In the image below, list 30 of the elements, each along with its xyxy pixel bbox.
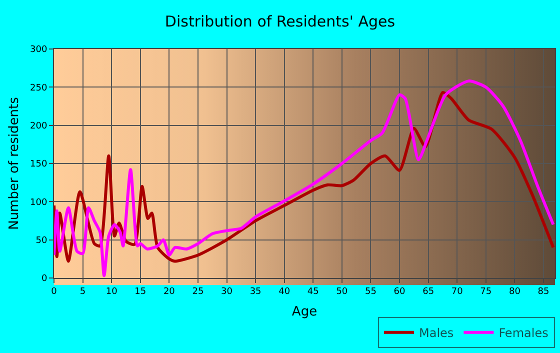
- y-axis-title: Number of residents: [7, 96, 22, 230]
- x-tick-label: 60: [394, 286, 406, 297]
- x-tick-label: 85: [538, 286, 550, 297]
- x-tick-label: 25: [192, 286, 204, 297]
- x-tick-label: 5: [80, 286, 86, 297]
- x-tick-label: 65: [422, 286, 434, 297]
- legend-label: Males: [419, 326, 454, 340]
- y-tick-label: 150: [30, 160, 48, 170]
- chart-title: Distribution of Residents' Ages: [164, 12, 396, 30]
- y-tick-label: 250: [30, 83, 48, 94]
- x-tick-label: 35: [250, 286, 262, 297]
- x-tick-label: 50: [336, 286, 348, 297]
- y-tick-label: 50: [36, 236, 48, 246]
- x-tick-label: 40: [278, 286, 290, 297]
- y-tick-label: 300: [30, 45, 48, 56]
- x-tick-label: 75: [480, 286, 492, 297]
- y-tick-label: 200: [30, 121, 48, 132]
- x-tick-label: 70: [451, 286, 464, 297]
- x-tick-label: 10: [106, 286, 118, 297]
- x-tick-label: 80: [508, 286, 521, 297]
- y-tick-label: 0: [41, 274, 48, 284]
- x-axis-title: Age: [292, 304, 318, 320]
- legend-label: Females: [498, 326, 548, 340]
- x-tick-label: 30: [221, 286, 233, 297]
- x-tick-label: 55: [364, 286, 376, 297]
- x-tick-label: 0: [51, 286, 58, 297]
- x-tick-label: 15: [134, 286, 146, 297]
- y-tick-label: 100: [30, 198, 48, 208]
- x-tick-label: 45: [307, 286, 319, 297]
- x-tick-label: 20: [163, 286, 176, 297]
